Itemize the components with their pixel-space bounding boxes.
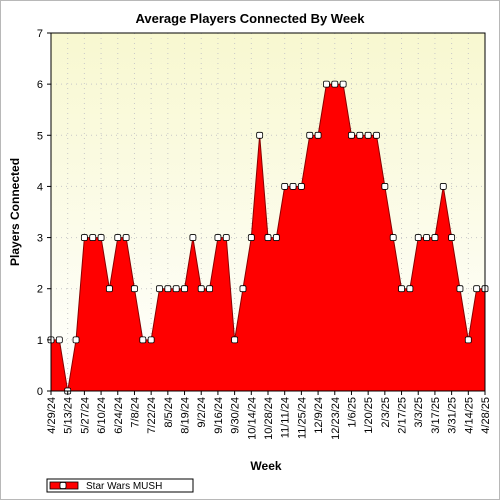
data-point: [55, 336, 63, 344]
x-tick-label: 11/11/24: [280, 397, 292, 438]
data-point: [364, 131, 372, 139]
data-point: [289, 183, 297, 190]
legend-label: Star Wars MUSH: [86, 481, 162, 492]
x-tick-label: 10/14/24: [246, 397, 258, 440]
data-point: [214, 234, 222, 241]
x-tick-label: 4/29/24: [46, 397, 58, 434]
data-point: [431, 234, 439, 241]
x-tick-label: 8/5/24: [163, 397, 175, 428]
data-point: [448, 234, 456, 241]
y-axis-title: Players Connected: [8, 158, 22, 266]
data-point: [373, 131, 380, 139]
x-tick-label: 2/17/25: [397, 397, 409, 434]
y-tick-label: 4: [37, 181, 43, 193]
data-point: [97, 234, 105, 241]
data-point: [381, 183, 389, 190]
data-point: [389, 234, 397, 241]
data-point: [406, 285, 414, 293]
y-tick-label: 6: [37, 79, 43, 91]
data-point: [473, 285, 481, 293]
data-point: [197, 285, 205, 293]
x-tick-label: 2/3/25: [380, 397, 392, 428]
y-tick-label: 2: [37, 284, 43, 296]
data-point: [306, 131, 314, 139]
x-axis-title: Week: [250, 459, 281, 473]
y-axis: 0 1 2 3 4 5 6 7: [37, 28, 51, 398]
data-point: [231, 336, 239, 344]
data-point: [314, 131, 322, 139]
x-axis: 4/29/24 5/13/24 5/27/24 6/10/24 6/24/24 7/8/2…: [46, 391, 492, 440]
data-point: [164, 285, 172, 293]
data-point: [147, 336, 155, 344]
x-tick-label: 9/30/24: [230, 397, 242, 434]
data-point: [356, 131, 364, 139]
data-point: [106, 285, 113, 293]
y-tick-label: 3: [37, 233, 43, 245]
data-point: [156, 285, 163, 293]
data-point: [256, 131, 264, 139]
data-point: [131, 285, 138, 293]
x-tick-label: 4/14/25: [463, 397, 475, 434]
area-fill: [51, 84, 485, 391]
data-point: [297, 183, 305, 190]
data-point: [264, 234, 272, 241]
x-tick-label: 1/20/25: [363, 397, 375, 434]
x-tick-label: 3/3/25: [413, 397, 425, 428]
x-tick-label: 8/19/24: [180, 397, 192, 434]
data-point: [339, 80, 347, 88]
legend: Star Wars MUSH: [46, 478, 194, 493]
data-point: [247, 234, 255, 241]
data-point: [181, 285, 188, 293]
y-tick-label: 7: [37, 28, 43, 40]
x-tick-label: 11/25/24: [296, 397, 308, 439]
data-point: [398, 285, 405, 293]
y-tick-label: 0: [37, 386, 43, 398]
x-tick-label: 7/8/24: [129, 397, 141, 428]
data-markers: [47, 80, 489, 395]
data-point: [72, 336, 80, 344]
legend-box: [46, 478, 194, 493]
data-point: [414, 234, 422, 241]
data-point: [331, 80, 339, 88]
data-point: [206, 285, 213, 293]
legend-marker-icon: [59, 482, 67, 489]
x-tick-label: 1/6/25: [346, 397, 358, 428]
x-tick-label: 10/28/24: [263, 397, 275, 440]
data-point: [239, 285, 247, 293]
data-point: [456, 285, 464, 293]
data-point: [89, 234, 97, 241]
chart-title: Average Players Connected By Week: [135, 11, 365, 26]
data-point: [272, 234, 280, 241]
x-tick-label: 5/27/24: [79, 397, 91, 434]
x-tick-label: 3/31/25: [447, 397, 459, 434]
data-point: [80, 234, 88, 241]
data-point: [323, 80, 330, 88]
x-tick-label: 6/10/24: [96, 397, 108, 434]
y-tick-label: 5: [37, 130, 43, 142]
data-point: [122, 234, 130, 241]
data-point: [464, 336, 472, 344]
data-point: [423, 234, 430, 241]
x-tick-label: 9/2/24: [196, 397, 208, 428]
data-point: [281, 183, 289, 190]
x-tick-label: 5/13/24: [63, 397, 75, 434]
data-point: [439, 183, 447, 190]
x-tick-label: 3/17/25: [430, 397, 442, 434]
data-point: [114, 234, 122, 241]
x-tick-label: 9/16/24: [213, 397, 225, 434]
x-tick-label: 12/23/24: [330, 397, 342, 440]
data-point: [139, 336, 147, 344]
x-tick-label: 12/9/24: [313, 397, 325, 434]
x-tick-label: 6/24/24: [113, 397, 125, 434]
data-point: [348, 131, 355, 139]
data-point: [189, 234, 197, 241]
x-tick-label: 4/28/25: [480, 397, 492, 434]
x-tick-label: 7/22/24: [146, 397, 158, 434]
data-point: [172, 285, 180, 293]
y-tick-label: 1: [37, 335, 43, 347]
data-point: [222, 234, 230, 241]
